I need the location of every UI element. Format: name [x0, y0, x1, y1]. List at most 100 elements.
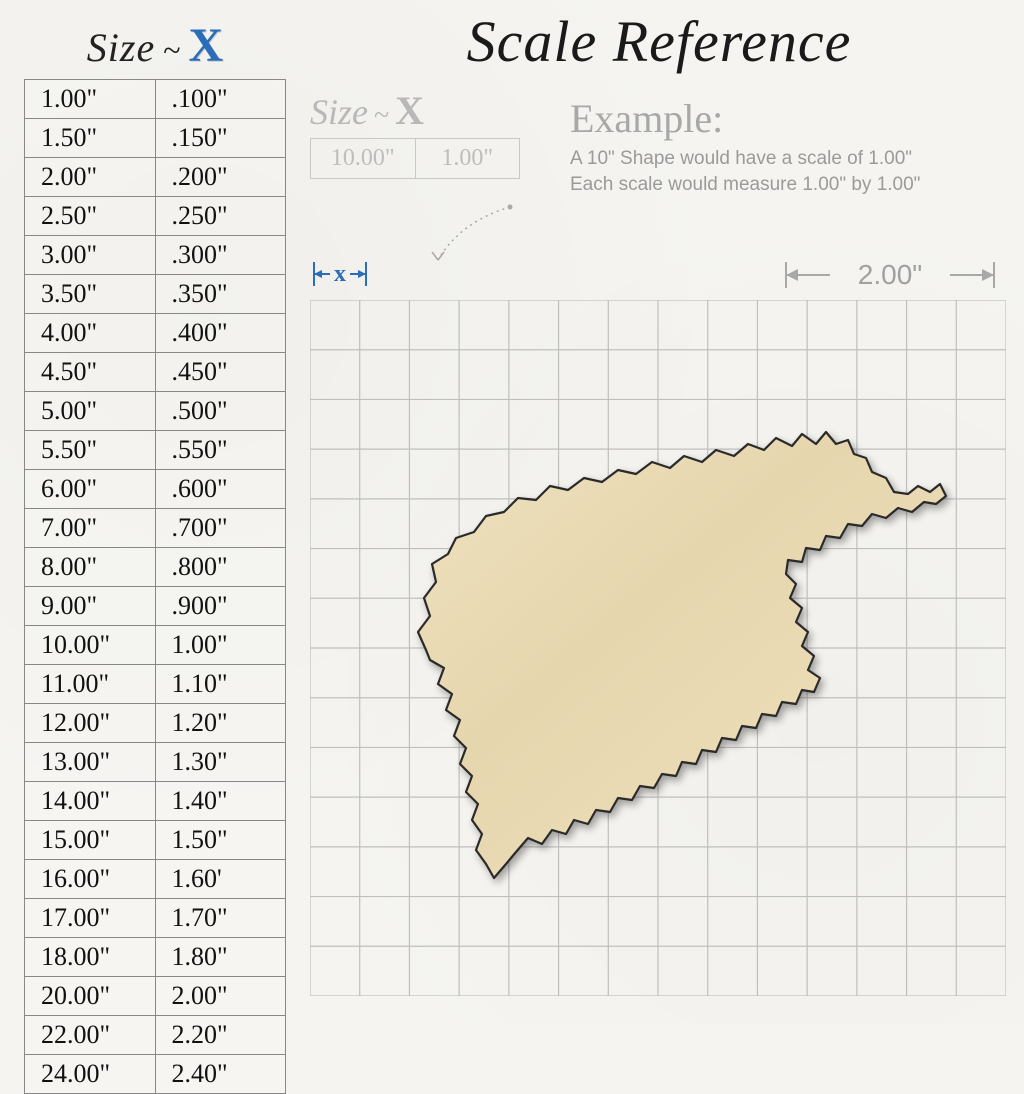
table-row: 4.50".450" [25, 353, 286, 392]
dimension-right-indicator: 2.00" [780, 254, 1000, 294]
table-row: 3.50".350" [25, 275, 286, 314]
example-line-1: A 10" Shape would have a scale of 1.00" [570, 146, 1008, 172]
table-row: 24.00"2.40" [25, 1055, 286, 1094]
table-row: 10.00"1.00" [25, 626, 286, 665]
cell-scale: 1.60' [155, 860, 286, 899]
country-outline [418, 432, 946, 878]
cell-scale: 1.40" [155, 782, 286, 821]
cell-size: 24.00" [25, 1055, 156, 1094]
cell-scale: .600" [155, 470, 286, 509]
cell-scale: .100" [155, 80, 286, 119]
cell-scale: 2.40" [155, 1055, 286, 1094]
table-row: 17.00"1.70" [25, 899, 286, 938]
table-row: 18.00"1.80" [25, 938, 286, 977]
scale-table: 1.00".100"1.50".150"2.00".200"2.50".250"… [24, 79, 286, 1094]
page-title: Scale Reference [310, 8, 1008, 75]
dimension-x-indicator: x [310, 254, 440, 294]
cell-scale: .350" [155, 275, 286, 314]
cell-size: 17.00" [25, 899, 156, 938]
table-row: 15.00"1.50" [25, 821, 286, 860]
table-row: 1.00".100" [25, 80, 286, 119]
mini-dash: ~ [374, 100, 389, 132]
scale-grid [310, 300, 1006, 996]
mini-table: 10.00" 1.00" [310, 138, 520, 179]
table-row: 8.00".800" [25, 548, 286, 587]
cell-scale: .400" [155, 314, 286, 353]
cell-size: 22.00" [25, 1016, 156, 1055]
cell-scale: 1.80" [155, 938, 286, 977]
mini-cell-scale: 1.00" [415, 139, 520, 179]
cell-scale: .450" [155, 353, 286, 392]
table-row: 2.50".250" [25, 197, 286, 236]
cell-scale: .200" [155, 158, 286, 197]
cell-size: 1.50" [25, 119, 156, 158]
table-row: 3.00".300" [25, 236, 286, 275]
cell-size: 16.00" [25, 860, 156, 899]
dim-right-label: 2.00" [858, 259, 922, 290]
cell-size: 14.00" [25, 782, 156, 821]
cell-size: 3.00" [25, 236, 156, 275]
table-row: 9.00".900" [25, 587, 286, 626]
table-row: 7.00".700" [25, 509, 286, 548]
cell-size: 11.00" [25, 665, 156, 704]
cell-size: 2.00" [25, 158, 156, 197]
cell-size: 2.50" [25, 197, 156, 236]
cell-scale: 1.10" [155, 665, 286, 704]
cell-scale: 1.30" [155, 743, 286, 782]
cell-scale: .500" [155, 392, 286, 431]
cell-scale: 1.70" [155, 899, 286, 938]
table-row: 22.00"2.20" [25, 1016, 286, 1055]
cell-size: 15.00" [25, 821, 156, 860]
cell-size: 4.50" [25, 353, 156, 392]
example-block: Example: A 10" Shape would have a scale … [570, 87, 1008, 197]
page-container: Size ~ X 1.00".100"1.50".150"2.00".200"2… [0, 0, 1024, 1024]
cell-scale: 1.50" [155, 821, 286, 860]
size-table-block: Size ~ X 1.00".100"1.50".150"2.00".200"2… [24, 18, 286, 1094]
table-row: 2.00".200" [25, 158, 286, 197]
cell-scale: 2.20" [155, 1016, 286, 1055]
mini-x-icon: X [395, 87, 424, 134]
size-dash: ~ [163, 32, 180, 69]
cell-size: 20.00" [25, 977, 156, 1016]
cell-size: 1.00" [25, 80, 156, 119]
mini-cell-size: 10.00" [311, 139, 416, 179]
cell-scale: .300" [155, 236, 286, 275]
table-row: 1.50".150" [25, 119, 286, 158]
mini-size-label: Size [310, 91, 368, 133]
table-row: 6.00".600" [25, 470, 286, 509]
table-row: 20.00"2.00" [25, 977, 286, 1016]
main-area: Scale Reference Size ~ X 10.00" 1.00" Ex… [310, 8, 1008, 197]
mini-header: Size ~ X [310, 87, 540, 134]
country-shape-icon [378, 420, 948, 900]
sub-row: Size ~ X 10.00" 1.00" Example: A 10" Sha… [310, 87, 1008, 197]
dotted-arrow-icon [430, 202, 530, 272]
cell-size: 13.00" [25, 743, 156, 782]
cell-size: 10.00" [25, 626, 156, 665]
cell-scale: .250" [155, 197, 286, 236]
cell-size: 18.00" [25, 938, 156, 977]
example-line-2: Each scale would measure 1.00" by 1.00" [570, 172, 1008, 198]
cell-size: 9.00" [25, 587, 156, 626]
cell-scale: .150" [155, 119, 286, 158]
table-row: 14.00"1.40" [25, 782, 286, 821]
cell-size: 7.00" [25, 509, 156, 548]
cell-size: 5.50" [25, 431, 156, 470]
mini-size-block: Size ~ X 10.00" 1.00" [310, 87, 540, 179]
cell-size: 5.00" [25, 392, 156, 431]
cell-scale: 2.00" [155, 977, 286, 1016]
cell-size: 3.50" [25, 275, 156, 314]
cell-scale: .700" [155, 509, 286, 548]
cell-size: 4.00" [25, 314, 156, 353]
cell-scale: .900" [155, 587, 286, 626]
size-label: Size [87, 24, 155, 71]
table-row: 4.00".400" [25, 314, 286, 353]
table-row: 5.00".500" [25, 392, 286, 431]
table-row: 16.00"1.60' [25, 860, 286, 899]
cell-scale: .800" [155, 548, 286, 587]
size-x-icon: X [189, 18, 224, 73]
table-row: 11.00"1.10" [25, 665, 286, 704]
cell-size: 8.00" [25, 548, 156, 587]
table-row: 13.00"1.30" [25, 743, 286, 782]
dim-x-label: x [334, 261, 346, 287]
size-table-header: Size ~ X [24, 18, 286, 73]
